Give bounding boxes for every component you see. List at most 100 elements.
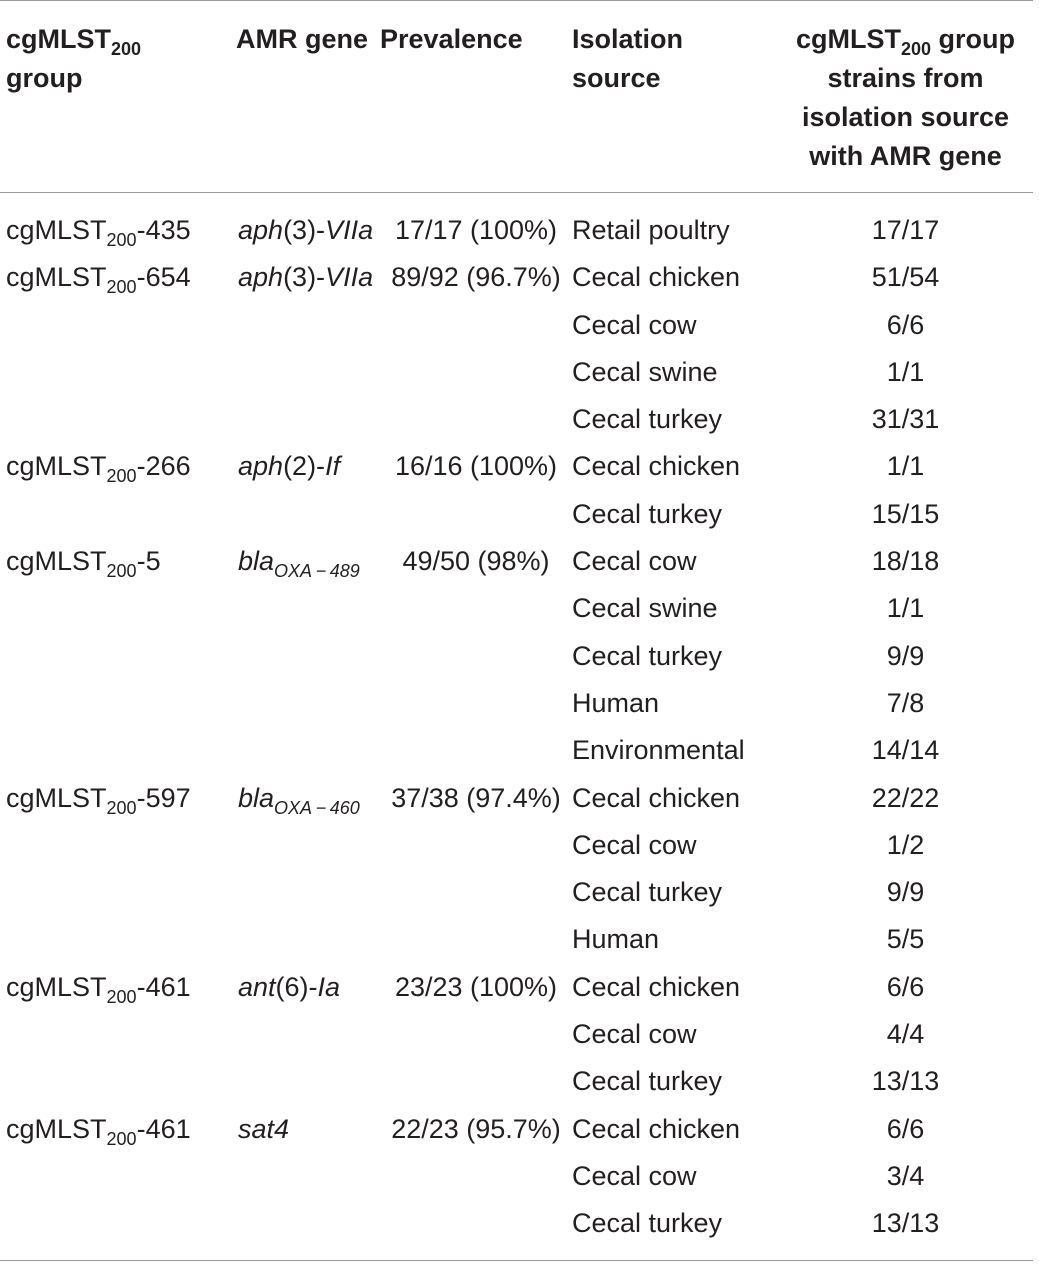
cell-strain-count: 13/13 — [871, 1066, 940, 1097]
cell-group: cgMLST200-5 — [0, 538, 230, 585]
cell-strain-count: 5/5 — [886, 924, 925, 955]
cell-isolation-source: Cecal turkey — [572, 498, 723, 529]
cell-amr-gene — [230, 680, 380, 727]
header-group-sub: 200 — [111, 39, 142, 59]
cell-isolation-source: Cecal swine — [572, 356, 718, 387]
cell-group — [0, 633, 230, 680]
cell-isolation-source: Cecal turkey — [572, 1208, 723, 1239]
cell-amr-gene — [230, 822, 380, 869]
group-base: cgMLST — [6, 546, 107, 577]
group-sub: 200 — [106, 277, 137, 298]
header-prevalence: Prevalence — [380, 24, 523, 54]
header-strains-line2: strains from — [827, 63, 984, 93]
table-row: Human 7/8 — [0, 680, 1033, 727]
cell-amr-gene: ant(6)-Ia — [230, 964, 380, 1011]
cell-group: cgMLST200-461 — [0, 1106, 230, 1153]
cell-isolation-source: Cecal turkey — [572, 1066, 723, 1097]
group-id: -461 — [136, 971, 191, 1002]
table-row: Cecal cow 1/2 — [0, 822, 1033, 869]
cell-strain-count: 3/4 — [886, 1160, 925, 1191]
group-id: -435 — [136, 215, 191, 245]
header-strains-line3: isolation source — [801, 102, 1010, 132]
cell-group — [0, 491, 230, 538]
table-row: cgMLST200-597 blaOXA − 460 37/38 (97.4%) Ce… — [0, 775, 1033, 822]
header-isolation-line2: source — [572, 63, 661, 93]
cell-strain-count: 9/9 — [886, 877, 925, 908]
group-sub: 200 — [106, 230, 137, 250]
cell-prevalence — [380, 916, 572, 963]
header-row: cgMLST200 group AMR gene Prevalence Isola… — [0, 0, 1033, 193]
cell-prevalence — [380, 1058, 572, 1105]
cell-amr-gene — [230, 1200, 380, 1260]
cell-amr-gene — [230, 585, 380, 632]
cell-isolation-source: Cecal turkey — [572, 877, 723, 908]
header-strains-sub: 200 — [900, 39, 932, 59]
cell-prevalence — [380, 585, 572, 632]
group-base: cgMLST — [6, 451, 107, 482]
table-row: Cecal swine 1/1 — [0, 585, 1033, 632]
cell-isolation-source: Cecal cow — [572, 1019, 697, 1050]
table-row: Cecal turkey 9/9 — [0, 633, 1033, 680]
cell-strain-count: 1/1 — [886, 593, 925, 624]
gene-position: (2)- — [283, 451, 326, 482]
gene-position: (3)- — [283, 262, 326, 293]
gene-name: aph — [238, 215, 284, 245]
cell-strain-count: 31/31 — [871, 404, 940, 435]
cell-prevalence — [380, 1200, 572, 1260]
cell-amr-gene — [230, 302, 380, 349]
cell-isolation-source: Cecal chicken — [572, 782, 741, 813]
cell-strain-count: 1/2 — [886, 829, 925, 860]
cell-strain-count: 9/9 — [886, 640, 925, 671]
cell-prevalence — [380, 680, 572, 727]
header-strains-line4: with AMR gene — [809, 141, 1002, 171]
cell-group — [0, 349, 230, 396]
cell-prevalence — [380, 822, 572, 869]
cell-prevalence: 16/16 (100%) — [394, 451, 558, 482]
gene-position: (3)- — [283, 215, 326, 245]
table-row: Cecal turkey 13/13 — [0, 1058, 1033, 1105]
table-row: Cecal turkey 9/9 — [0, 869, 1033, 916]
group-sub: 200 — [106, 1128, 137, 1149]
header-amr-gene: AMR gene — [236, 24, 369, 54]
header-group: cgMLST200 group — [0, 1, 230, 193]
cell-group: cgMLST200-435 — [0, 193, 230, 255]
group-sub: 200 — [106, 466, 137, 487]
cell-group: cgMLST200-461 — [0, 964, 230, 1011]
cell-group — [0, 822, 230, 869]
group-id: -266 — [136, 451, 191, 482]
cell-group — [0, 727, 230, 774]
cell-prevalence — [380, 869, 572, 916]
cell-isolation-source: Cecal turkey — [572, 640, 723, 671]
cell-isolation-source: Environmental — [572, 735, 745, 766]
cell-isolation-source: Cecal cow — [572, 546, 697, 577]
cell-amr-gene: aph(3)-VIIa — [230, 254, 380, 301]
cell-isolation-source: Human — [572, 924, 660, 955]
gene-variant: VIIa — [325, 215, 374, 245]
gene-position: (6)- — [275, 971, 318, 1002]
cell-isolation-source: Human — [572, 687, 660, 718]
cell-strain-count: 1/1 — [886, 451, 925, 482]
table-row: Human 5/5 — [0, 916, 1033, 963]
cell-prevalence: 22/23 (95.7%) — [391, 1113, 561, 1144]
table-row: Cecal cow 3/4 — [0, 1153, 1033, 1200]
header-strains-suffix: group — [931, 24, 1016, 54]
group-id: -461 — [136, 1113, 191, 1144]
cell-group — [0, 680, 230, 727]
cell-group — [0, 1153, 230, 1200]
gene-name: sat4 — [238, 1113, 290, 1144]
cell-group — [0, 916, 230, 963]
cell-group: cgMLST200-597 — [0, 775, 230, 822]
table-row: Cecal turkey 31/31 — [0, 396, 1033, 443]
cell-strain-count: 13/13 — [871, 1208, 940, 1239]
cell-amr-gene — [230, 633, 380, 680]
table-body: cgMLST200-435 aph(3)-VIIa 17/17 (100%) Reta… — [0, 193, 1033, 1261]
cell-amr-gene — [230, 349, 380, 396]
cell-amr-gene — [230, 727, 380, 774]
cell-strain-count: 17/17 — [871, 215, 940, 245]
group-id: -654 — [136, 262, 191, 293]
cell-group — [0, 396, 230, 443]
group-base: cgMLST — [6, 782, 107, 813]
cell-isolation-source: Cecal chicken — [572, 1113, 741, 1144]
cell-strain-count: 51/54 — [871, 262, 940, 293]
